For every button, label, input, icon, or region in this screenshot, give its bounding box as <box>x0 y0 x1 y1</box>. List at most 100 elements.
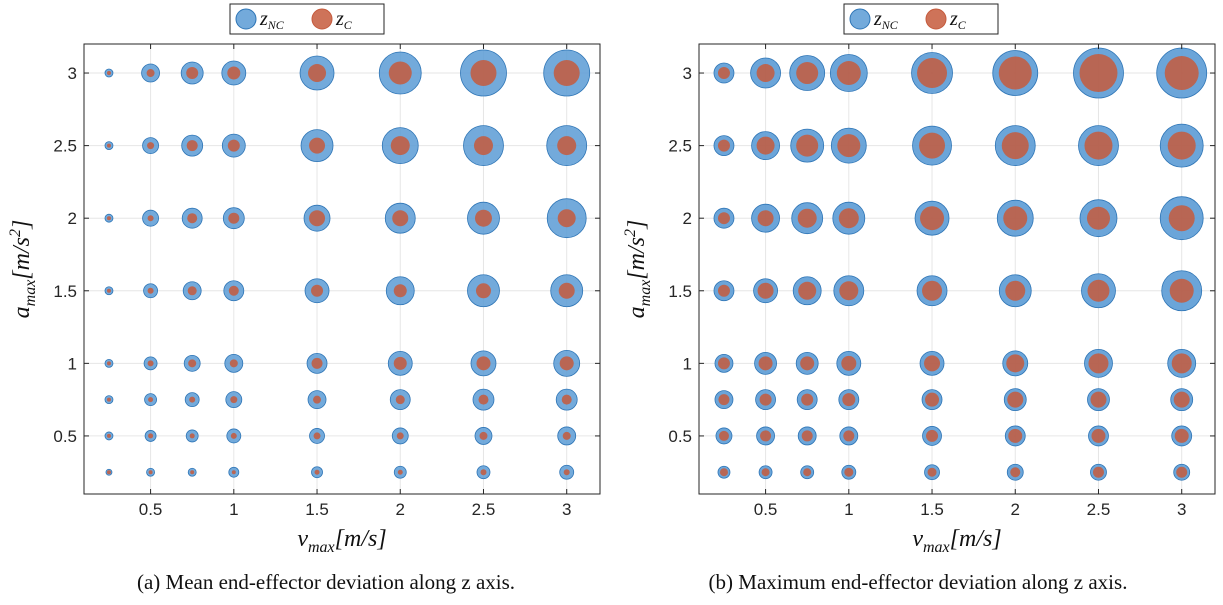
x-tick-label: 1 <box>229 500 238 519</box>
x-tick-label: 1.5 <box>305 500 329 519</box>
bubble-z-c <box>719 468 728 477</box>
legend: zNC zC <box>229 3 385 35</box>
chart-panel-a: 0.5 1 1.5 2 2.5 3 0.5 1 1.5 2 2.5 3 vmax[m/s] amax[m/… <box>7 3 601 594</box>
bubble-z-c <box>1086 206 1110 230</box>
bubble-z-c <box>1174 428 1189 443</box>
legend-marker-nc <box>849 8 871 30</box>
bubble-z-c <box>190 470 195 475</box>
bubble-z-c <box>922 280 943 301</box>
y-tick-label: 1.5 <box>668 282 692 301</box>
bubble-z-c <box>563 469 570 476</box>
bubble-z-c <box>106 361 111 366</box>
bubble-z-c <box>1169 278 1194 303</box>
y-tick-label: 0.5 <box>53 427 77 446</box>
bubble-z-c <box>186 67 199 80</box>
bubble-z-c <box>227 139 240 152</box>
chart-panel-b: 0.5 1 1.5 2 2.5 3 0.5 1 1.5 2 2.5 3 vmax[m/s] amax[m/… <box>612 0 1223 605</box>
bubble-z-c <box>106 143 111 148</box>
bubble-z-c <box>228 285 239 296</box>
y-tick-label: 3 <box>68 64 77 83</box>
bubble-z-c <box>189 396 196 403</box>
bubble-z-c <box>562 431 571 440</box>
bubble-z-c <box>231 470 236 475</box>
bubble-z-c <box>838 208 859 229</box>
bubble-z-c <box>558 282 575 299</box>
x-tick-label: 2 <box>396 500 405 519</box>
bubble-z-c <box>717 139 730 152</box>
x-tick-label: 0.5 <box>139 500 163 519</box>
legend-label-nc: zNC <box>259 8 285 32</box>
y-axis-label: amax[m/s2] <box>7 220 39 319</box>
bubble-z-c <box>314 469 320 475</box>
legend-marker-nc <box>235 8 257 30</box>
bubble-z-c <box>106 397 111 402</box>
bubble-z-c <box>1090 391 1107 408</box>
y-tick-label: 2 <box>68 209 77 228</box>
bubble-z-c <box>760 430 772 442</box>
bubble-z-c <box>106 288 111 293</box>
y-tick-label: 2.5 <box>668 137 692 156</box>
x-tick-label: 3 <box>562 500 571 519</box>
bubble-z-c <box>1087 279 1110 302</box>
bubble-z-c <box>106 71 111 76</box>
bubble-z-c <box>189 433 195 439</box>
x-tick-label: 0.5 <box>754 500 778 519</box>
bubble-z-c <box>925 392 940 407</box>
bubble-z-c <box>106 216 111 221</box>
bubble-z-c <box>478 394 489 405</box>
bubble-z-c <box>393 284 407 298</box>
bubble-z-c <box>230 432 237 439</box>
y-tick-label: 1.5 <box>53 282 77 301</box>
bubble-z-c <box>1167 131 1196 160</box>
bubble-z-c <box>228 212 240 224</box>
bubble-z-c <box>919 132 946 159</box>
bubble-chart-a: 0.5 1 1.5 2 2.5 3 0.5 1 1.5 2 2.5 3 vmax[m/s] amax[m/… <box>7 3 601 556</box>
x-tick-label: 1.5 <box>920 500 944 519</box>
bubble-z-c <box>397 469 403 475</box>
bubble-z-c <box>147 287 154 294</box>
bubble-z-c <box>800 356 815 371</box>
bubble-z-c <box>842 393 856 407</box>
bubble-z-c <box>470 60 497 87</box>
x-axis-label: vmax[m/s] <box>912 526 1001 556</box>
bubble-z-c <box>1173 391 1190 408</box>
bubble-z-c <box>924 355 941 372</box>
bubble-z-c <box>393 356 407 370</box>
bubble-z-c <box>1171 353 1192 374</box>
bubble-z-c <box>836 61 861 86</box>
bubble-z-c <box>147 360 154 367</box>
bubble-z-c <box>1006 354 1025 373</box>
bubble-z-c <box>1001 132 1029 160</box>
bubble-z-c <box>798 281 817 300</box>
bubble-z-c <box>1007 391 1024 408</box>
bubble-z-c <box>229 359 238 368</box>
bubble-z-c <box>803 468 812 477</box>
y-tick-label: 0.5 <box>668 427 692 446</box>
x-tick-label: 3 <box>1177 500 1186 519</box>
bubble-z-c <box>718 394 730 406</box>
bubble-z-c <box>188 359 197 368</box>
y-tick-label: 1 <box>683 354 692 373</box>
bubble-z-c <box>920 206 945 231</box>
bubble-z-c <box>561 394 572 405</box>
bubble-z-c <box>106 433 111 438</box>
bubble-z-c <box>390 136 410 156</box>
axes-box <box>698 43 1216 495</box>
bubble-z-c <box>475 283 491 299</box>
x-tick-label: 2.5 <box>472 500 496 519</box>
bubble-z-c <box>480 469 487 476</box>
bubble-z-c <box>1168 205 1195 232</box>
bubble-z-c <box>557 209 576 228</box>
bubble-z-c <box>557 136 577 156</box>
bubble-z-c <box>187 286 197 296</box>
bubble-z-c <box>479 431 488 440</box>
bubble-z-c <box>756 136 775 155</box>
bubble-z-c <box>311 357 323 369</box>
bubble-z-c <box>1088 353 1109 374</box>
x-axis-label: vmax[m/s] <box>297 526 386 556</box>
y-axis-label: amax[m/s2] <box>622 220 654 319</box>
bubble-z-c <box>1010 467 1021 478</box>
bubble-z-c <box>998 56 1032 90</box>
bubble-z-c <box>756 64 775 83</box>
y-tick-label: 2.5 <box>53 137 77 156</box>
